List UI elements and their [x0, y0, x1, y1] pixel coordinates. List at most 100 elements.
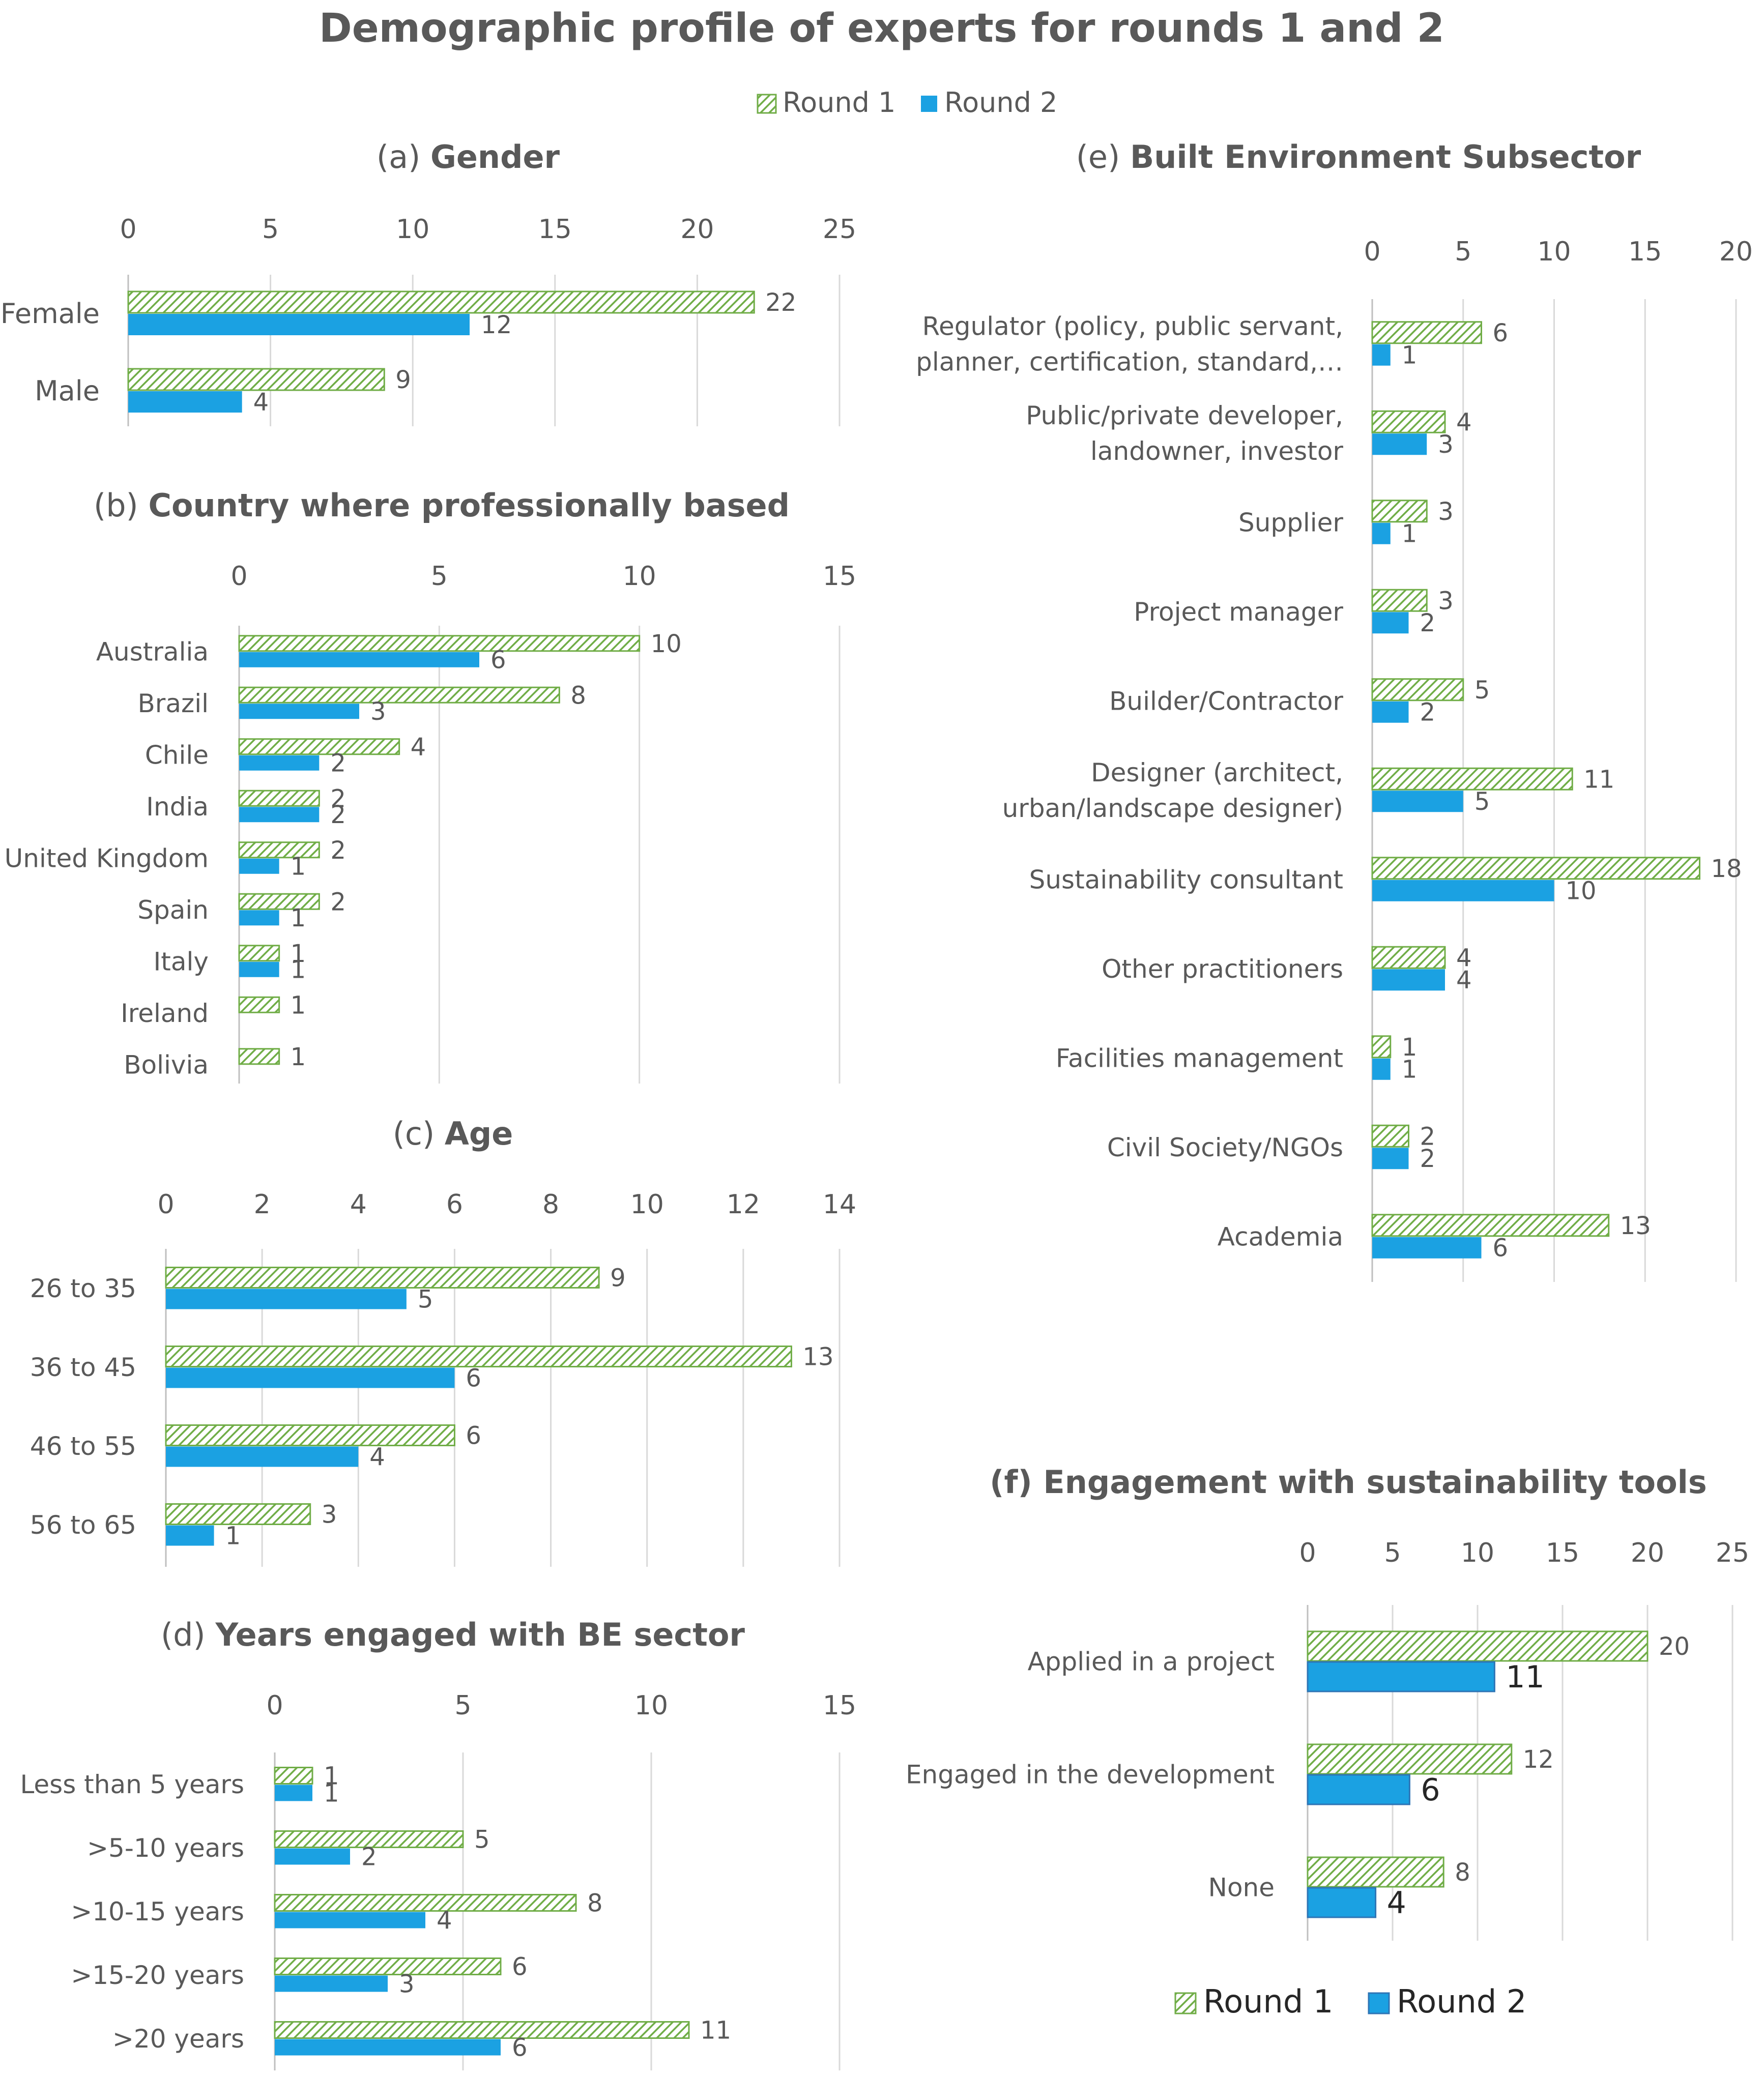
category-label: Spain: [137, 895, 209, 925]
tick-label: 20: [1719, 237, 1753, 267]
value-label-round1: 9: [610, 1264, 626, 1293]
bar-round1: [238, 893, 320, 910]
bar-round1: [238, 790, 320, 807]
bar-round2: [166, 1367, 455, 1388]
bar-round2: [1372, 1058, 1391, 1080]
bar-round1: [1371, 946, 1446, 969]
chart-c-title: (c) Age: [393, 1115, 513, 1152]
category-label: Sustainability consultant: [1029, 865, 1343, 894]
tick-label: 0: [1364, 237, 1380, 267]
category-label: Male: [35, 375, 100, 407]
value-label-round1: 8: [1455, 1858, 1470, 1887]
tick-label: 15: [1546, 1538, 1579, 1568]
value-label-round1: 1: [324, 1762, 339, 1791]
category-label: Regulator (policy, public servant,: [922, 311, 1343, 341]
bar-round2: [1307, 1887, 1377, 1918]
category-label: >20 years: [112, 2024, 244, 2054]
value-label-round1: 2: [1420, 1122, 1436, 1151]
bar-round1: [165, 1346, 792, 1367]
tick-label: 8: [542, 1189, 559, 1220]
bar-round2: [1372, 522, 1391, 544]
value-label-round2: 1: [291, 956, 306, 984]
tick-label: 20: [1631, 1538, 1664, 1568]
bar-round1: [1371, 1214, 1610, 1237]
tick-label: 15: [823, 561, 856, 592]
bar-round1: [274, 2021, 690, 2039]
category-label: Civil Society/NGOs: [1107, 1133, 1343, 1162]
value-label-round2: 4: [437, 1906, 452, 1935]
value-label-round1: 11: [1583, 765, 1614, 794]
value-label-round1: 3: [1438, 498, 1454, 526]
chart-b: (b) Country where professionally based 0 5…: [5, 487, 856, 1084]
bar-round1: [1307, 1743, 1513, 1775]
bar-round2: [128, 314, 470, 335]
title-prefix: (a): [377, 138, 430, 176]
tick-label: 6: [446, 1189, 463, 1220]
value-label-round1: 22: [765, 288, 796, 317]
value-label-round2: 4: [369, 1443, 385, 1471]
chart-e-title: (e) Built Environment Subsector: [1076, 138, 1641, 176]
value-label-round2: 12: [481, 311, 512, 339]
value-label-round1: 8: [587, 1889, 603, 1918]
value-label-round1: 13: [802, 1343, 833, 1371]
value-label-round2: 6: [490, 646, 506, 675]
bar-round1: [274, 1894, 577, 1912]
title-bold: Country where professionally based: [148, 487, 790, 524]
category-label: urban/landscape designer): [1002, 794, 1343, 823]
bar-round1: [238, 635, 641, 652]
value-label-round1: 2: [330, 784, 346, 813]
bar-round1: [165, 1267, 600, 1289]
value-label-round2: 5: [418, 1285, 433, 1313]
title-prefix: (e): [1076, 138, 1130, 176]
bar-round1: [238, 996, 280, 1013]
bar-round2: [1372, 1237, 1482, 1259]
tick-label: 0: [157, 1189, 174, 1220]
bar-round2: [1372, 612, 1409, 634]
title-prefix: (d): [161, 1616, 215, 1653]
tick-label: 2: [254, 1189, 271, 1220]
tick-label: 14: [823, 1189, 856, 1220]
category-label: >10-15 years: [71, 1897, 244, 1926]
bar-round1: [1371, 857, 1700, 880]
category-label: Brazil: [137, 689, 209, 718]
value-label-round2: 4: [253, 388, 269, 417]
category-label: Supplier: [1238, 508, 1343, 537]
legend-bottom-round1-label: Round 1: [1203, 1983, 1333, 2020]
bar-round1: [274, 1830, 464, 1848]
tick-label: 0: [266, 1690, 283, 1721]
bar-round2: [166, 1446, 359, 1467]
bar-round1: [274, 1767, 313, 1785]
bar-round1: [1371, 321, 1482, 344]
tick-label: 25: [1716, 1538, 1749, 1568]
tick-label: 20: [680, 214, 714, 245]
bar-round1: [1371, 500, 1428, 523]
legend-bottom-round2-label: Round 2: [1397, 1983, 1526, 2020]
bar-round1: [238, 841, 320, 859]
category-label: Builder/Contractor: [1109, 686, 1343, 716]
bar-round2: [1372, 701, 1409, 723]
bar-round2: [1372, 880, 1554, 901]
bar-round1: [238, 945, 280, 962]
legend-round2-label: Round 2: [944, 86, 1057, 119]
bar-round1: [165, 1424, 455, 1446]
bar-round1: [1371, 589, 1428, 612]
value-label-round1: 13: [1620, 1212, 1651, 1240]
category-label: Less than 5 years: [20, 1770, 244, 1799]
category-label: 56 to 65: [30, 1510, 136, 1540]
title-bold: Gender: [430, 138, 560, 176]
category-label: Other practitioners: [1102, 954, 1343, 984]
legend-round2-swatch: [921, 96, 937, 112]
bar-round1: [127, 290, 755, 314]
bar-round2: [239, 858, 279, 874]
page-title: Demographic profile of experts for round…: [319, 6, 1444, 51]
value-label-round2: 2: [1420, 698, 1436, 727]
legend-bottom-round2-swatch: [1368, 1992, 1390, 2014]
legend-bottom-round1-swatch: [1174, 1992, 1197, 2014]
tick-label: 25: [823, 214, 856, 245]
tick-label: 5: [262, 214, 279, 245]
bar-round1: [1307, 1856, 1444, 1888]
value-label-round2: 6: [1493, 1234, 1509, 1263]
bar-round1: [238, 738, 400, 755]
